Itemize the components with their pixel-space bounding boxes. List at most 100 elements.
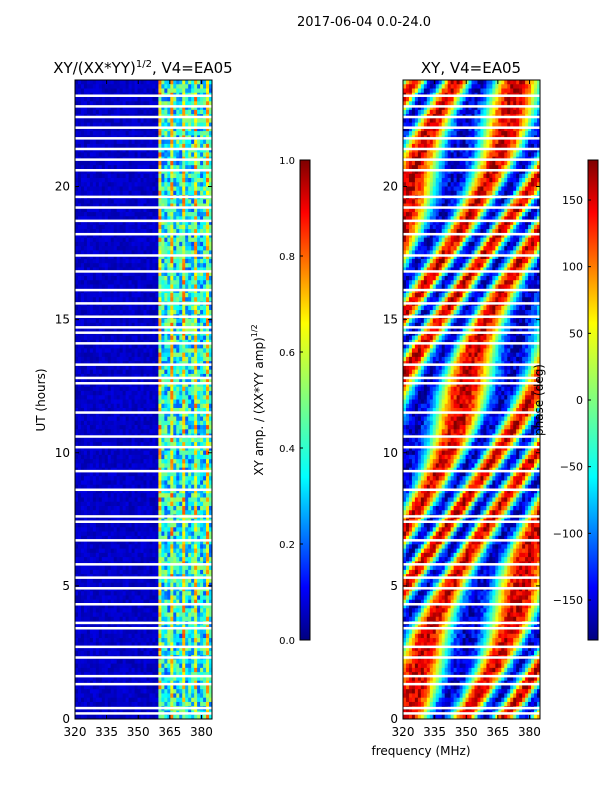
- heatmap-cell: [86, 442, 91, 447]
- heatmap-cell: [209, 118, 213, 123]
- heatmap-cell: [134, 216, 138, 221]
- heatmap-cell: [185, 126, 189, 132]
- heatmap-cell: [200, 476, 204, 481]
- heatmap-cell: [194, 459, 198, 464]
- heatmap-cell: [101, 352, 106, 358]
- heatmap-cell: [107, 263, 112, 268]
- heatmap-cell: [83, 386, 88, 392]
- heatmap-cell: [116, 480, 121, 486]
- heatmap-cell: [116, 531, 121, 537]
- heatmap-cell: [122, 190, 127, 196]
- heatmap-cell: [143, 318, 147, 324]
- heatmap-cell: [131, 284, 135, 290]
- heatmap-cell: [128, 220, 132, 226]
- heatmap-cell: [182, 454, 186, 460]
- heatmap-cell: [182, 365, 186, 371]
- heatmap-cell: [104, 416, 109, 422]
- heatmap-cell: [110, 335, 115, 341]
- heatmap-cell: [164, 531, 168, 537]
- heatmap-cell: [146, 275, 150, 281]
- heatmap-cell: [104, 182, 109, 187]
- heatmap-cell: [194, 480, 198, 486]
- heatmap-cell: [107, 139, 112, 145]
- heatmap-cell: [77, 459, 82, 464]
- heatmap-cell: [119, 105, 124, 111]
- heatmap-cell: [131, 186, 135, 192]
- heatmap-cell: [125, 241, 130, 247]
- heatmap-cell: [140, 408, 144, 413]
- heatmap-cell: [209, 182, 213, 187]
- heatmap-cell: [155, 471, 159, 477]
- heatmap-cell: [161, 527, 165, 532]
- heatmap-cell: [152, 506, 156, 511]
- heatmap-cell: [134, 450, 138, 456]
- heatmap-cell: [158, 484, 162, 490]
- heatmap-cell: [140, 365, 144, 371]
- heatmap-cell: [128, 199, 132, 204]
- heatmap-cell: [86, 267, 91, 273]
- heatmap-cell: [200, 531, 204, 537]
- heatmap-cell: [191, 203, 195, 209]
- heatmap-cell: [164, 267, 168, 273]
- heatmap-cell: [167, 378, 171, 383]
- heatmap-cell: [125, 186, 130, 192]
- heatmap-cell: [185, 408, 189, 413]
- heatmap-cell: [176, 165, 180, 170]
- heatmap-cell: [188, 280, 192, 285]
- heatmap-cell: [95, 258, 100, 264]
- heatmap-cell: [113, 275, 118, 281]
- heatmap-cell: [164, 88, 168, 94]
- heatmap-cell: [92, 523, 97, 528]
- heatmap-cell: [200, 310, 204, 315]
- heatmap-cell: [137, 173, 141, 179]
- heatmap-cell: [155, 442, 159, 447]
- heatmap-cell: [101, 284, 106, 290]
- heatmap-cell: [167, 182, 171, 187]
- heatmap-cell: [152, 471, 156, 477]
- heatmap-cell: [113, 148, 118, 153]
- heatmap-cell: [83, 395, 88, 400]
- heatmap-cell: [188, 126, 192, 132]
- heatmap-cell: [161, 399, 165, 405]
- heatmap-cell: [110, 122, 115, 128]
- heatmap-cell: [119, 488, 124, 494]
- heatmap-cell: [137, 395, 141, 400]
- heatmap-cell: [194, 416, 198, 422]
- heatmap-cell: [161, 199, 165, 204]
- heatmap-cell: [209, 190, 213, 196]
- heatmap-cell: [200, 280, 204, 285]
- heatmap-cell: [158, 310, 162, 315]
- heatmap-cell: [203, 501, 207, 507]
- heatmap-cell: [107, 271, 112, 277]
- heatmap-cell: [77, 527, 82, 532]
- heatmap-cell: [98, 416, 103, 422]
- heatmap-cell: [95, 88, 100, 94]
- heatmap-cell: [113, 131, 118, 136]
- heatmap-cell: [80, 254, 85, 260]
- heatmap-cell: [107, 344, 112, 349]
- heatmap-cell: [170, 186, 174, 192]
- heatmap-cell: [197, 143, 201, 149]
- heatmap-cell: [188, 416, 192, 422]
- heatmap-cell: [209, 429, 213, 434]
- heatmap-cell: [173, 416, 177, 422]
- heatmap-cell: [155, 386, 159, 392]
- heatmap-cell: [86, 233, 91, 239]
- heatmap-cell: [83, 229, 88, 234]
- heatmap-cell: [104, 395, 109, 400]
- heatmap-cell: [119, 186, 124, 192]
- heatmap-cell: [167, 212, 171, 217]
- heatmap-cell: [113, 403, 118, 409]
- heatmap-cell: [110, 437, 115, 443]
- heatmap-cell: [203, 463, 207, 469]
- heatmap-cell: [143, 80, 147, 85]
- heatmap-cell: [86, 437, 91, 443]
- heatmap-cell: [107, 369, 112, 375]
- heatmap-cell: [176, 143, 180, 149]
- heatmap-cell: [128, 258, 132, 264]
- heatmap-cell: [170, 318, 174, 324]
- heatmap-cell: [170, 254, 174, 260]
- heatmap-cell: [125, 203, 130, 209]
- heatmap-cell: [173, 271, 177, 277]
- heatmap-cell: [176, 207, 180, 213]
